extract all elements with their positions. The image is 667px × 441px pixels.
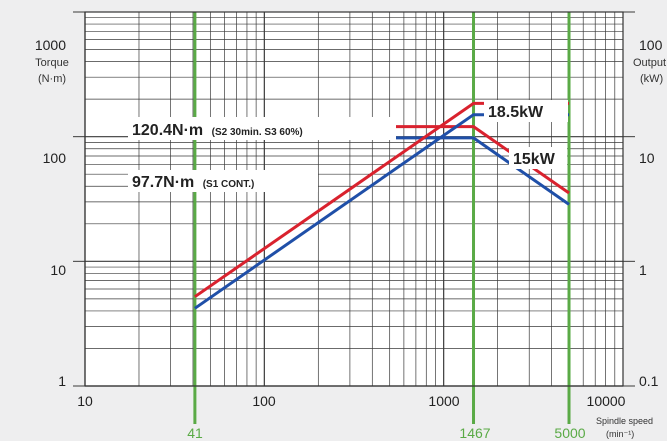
torque-s2-value: 120.4N·m [132, 122, 203, 139]
annotation-bg [509, 147, 567, 169]
marker-label-41: 41 [187, 425, 203, 441]
annotation-torque-s2: 120.4N·m (S2 30min. S3 60%) [132, 122, 303, 139]
annotation-output-s1: 15kW [513, 151, 556, 168]
annotation-bg [128, 170, 318, 192]
marker-label-1467: 1467 [459, 425, 490, 441]
right-tick-label: 1 [639, 262, 647, 278]
right-axis-title: Output [633, 57, 666, 69]
right-tick-label: 100 [639, 37, 663, 53]
annotation-bg [484, 100, 568, 122]
annotation-bg [128, 117, 396, 140]
left-axis-unit: (N·m) [38, 73, 66, 85]
right-axis-unit: (kW) [640, 73, 663, 85]
left-axis-title: Torque [35, 57, 69, 69]
annotation-torque-s1: 97.7N·m (S1 CONT.) [132, 174, 254, 191]
y-tick-label: 10 [50, 262, 66, 278]
x-axis-title: Spindle speed [596, 416, 653, 426]
marker-lines [193, 12, 571, 424]
marker-label-5000: 5000 [554, 425, 585, 441]
tick-labels: 10 100 1000 10000 1 10 100 1000 0.1 1 10… [35, 37, 663, 409]
right-tick-label: 0.1 [639, 373, 659, 389]
y-tick-label: 1 [58, 373, 66, 389]
x-tick-label: 10 [77, 393, 93, 409]
plot-frame [84, 11, 624, 387]
torque-s1-value: 97.7N·m [132, 174, 194, 191]
torque-s1-duty: (S1 CONT.) [203, 179, 255, 190]
x-tick-label: 10000 [587, 393, 626, 409]
y-tick-label: 1000 [35, 37, 66, 53]
right-tick-label: 10 [639, 150, 655, 166]
x-tick-label: 1000 [428, 393, 459, 409]
y-tick-label: 100 [43, 150, 67, 166]
annotation-output-s2: 18.5kW [488, 104, 544, 121]
x-axis-unit: (min⁻¹) [606, 429, 634, 439]
torque-s2-duty: (S2 30min. S3 60%) [212, 127, 303, 138]
x-tick-label: 100 [252, 393, 276, 409]
